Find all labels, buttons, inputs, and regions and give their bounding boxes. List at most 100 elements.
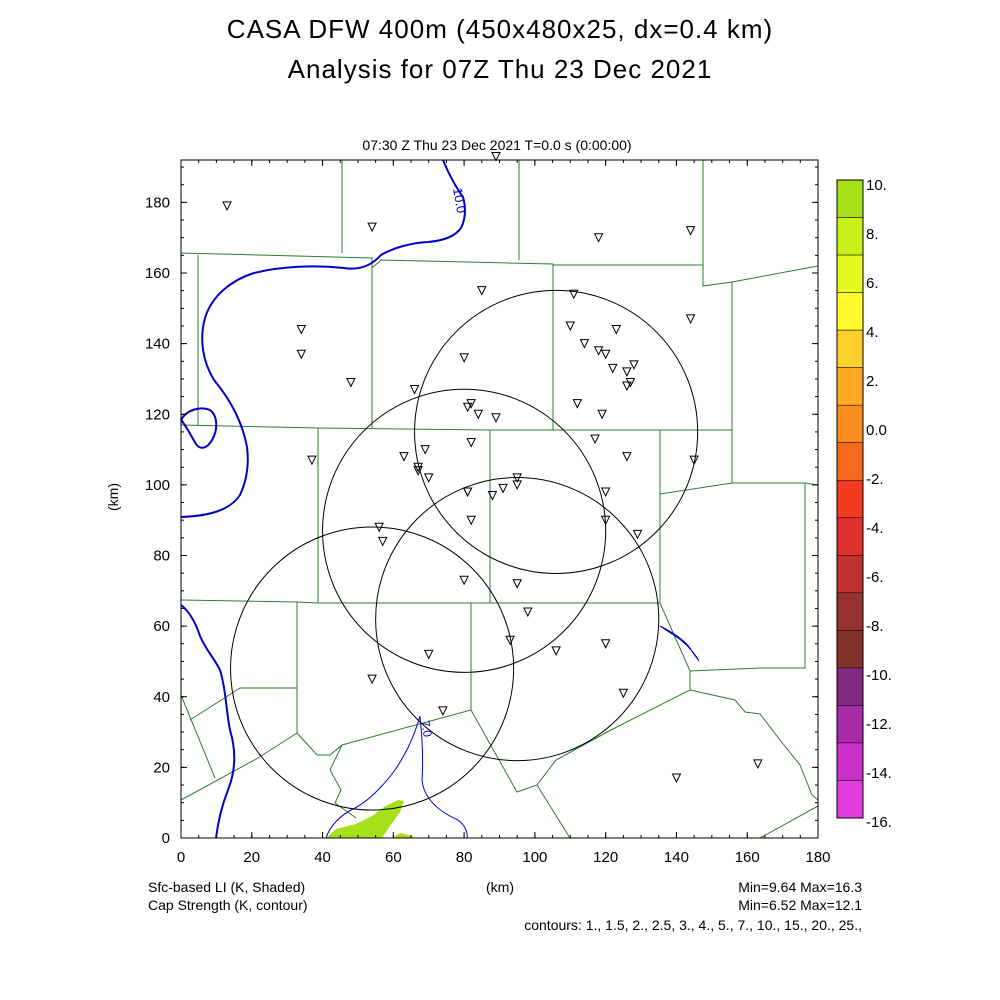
x-tick-label: 60: [385, 849, 402, 866]
radar-circle-3: [375, 477, 660, 762]
station-marker: [367, 222, 377, 233]
colorbar-label: 8.: [866, 226, 879, 243]
station-marker: [671, 773, 682, 784]
colorbar-label: -8.: [866, 618, 884, 635]
colorbar-label: 4.: [866, 324, 879, 341]
station-marker: [579, 339, 590, 349]
x-tick-label: 140: [664, 849, 689, 866]
colorbar-swatch: [836, 742, 864, 781]
map-subtitle: 07:30 Z Thu 23 Dec 2021 T=0.0 s (0:00:00…: [362, 137, 631, 153]
station-marker: [462, 487, 473, 498]
x-tick-label: 100: [522, 849, 547, 866]
station-marker: [409, 385, 420, 395]
y-tick-label: 60: [153, 618, 170, 635]
colorbar-swatch: [836, 367, 864, 406]
station-marker: [491, 413, 501, 423]
cap-contours: [180, 159, 700, 839]
station-marker: [622, 367, 632, 377]
station-marker: [572, 399, 583, 409]
county-boundaries: [180, 160, 819, 839]
y-tick-label: 0: [162, 830, 170, 847]
station-marker: [423, 649, 434, 660]
station-marker: [512, 480, 523, 490]
x-axis-label: (km): [486, 879, 514, 895]
contour-label-10: 10.0: [450, 187, 469, 215]
station-marker: [399, 452, 409, 462]
radar-circle-2: [322, 388, 607, 673]
colorbar-swatch: [836, 517, 864, 556]
y-tick-label: 100: [145, 477, 170, 494]
y-tick-label: 40: [153, 689, 170, 706]
colorbar-swatch: [836, 292, 864, 331]
station-marker: [600, 639, 611, 649]
colorbar-label: -12.: [866, 716, 892, 733]
colorbar-label: 10.: [866, 177, 887, 194]
colorbar-swatch: [836, 630, 864, 669]
station-marker: [618, 688, 629, 699]
station-marker: [462, 487, 473, 498]
station-marker: [632, 529, 643, 540]
x-axis: 0 20 40 60 80 100 120 140 160 180: [177, 160, 831, 866]
station-marker: [593, 233, 604, 243]
station-marker: [476, 286, 487, 296]
station-marker: [593, 346, 604, 356]
station-marker: [423, 473, 434, 483]
x-tick-label: 180: [805, 849, 830, 866]
station-marker: [374, 522, 384, 533]
colorbar-swatch: [836, 329, 864, 368]
station-marker: [462, 402, 473, 413]
colorbar-swatch: [836, 179, 864, 218]
y-tick-label: 160: [145, 265, 170, 282]
station-markers: [222, 151, 763, 784]
station-marker: [466, 438, 476, 448]
colorbar-label: -10.: [866, 667, 892, 684]
station-marker: [466, 515, 476, 526]
station-marker: [622, 452, 632, 462]
figure-title-line2: Analysis for 07Z Thu 23 Dec 2021: [287, 54, 713, 84]
station-marker: [512, 473, 523, 483]
station-marker: [296, 349, 307, 360]
colorbar-label: -14.: [866, 765, 892, 782]
colorbar-swatch: [836, 254, 864, 293]
y-axis: 0 20 40 60 80 100 120 140 160 180: [145, 166, 818, 847]
figure-title: CASA DFW 400m (450x480x25, dx=0.4 km): [226, 14, 774, 44]
x-tick-label: 80: [456, 849, 473, 866]
legend-shaded-field: Sfc-based LI (K, Shaded): [148, 879, 305, 895]
station-marker: [377, 536, 388, 547]
station-marker: [685, 226, 696, 236]
colorbar-label: -16.: [866, 814, 892, 831]
station-marker: [569, 289, 579, 300]
colorbar-label: 0.0: [866, 422, 887, 439]
colorbar-frame: [836, 179, 864, 819]
colorbar-swatch: [836, 555, 864, 594]
radar-circle-4: [230, 526, 515, 811]
station-marker: [296, 325, 307, 335]
station-marker: [307, 455, 317, 466]
shaded-min-max: Min=9.64 Max=16.3: [738, 879, 862, 895]
colorbar-swatch: [836, 404, 864, 443]
y-tick-label: 80: [153, 548, 170, 565]
legend-contour-field: Cap Strength (K, contour): [148, 897, 308, 913]
station-marker: [473, 409, 484, 420]
x-tick-label: 40: [314, 849, 331, 866]
station-marker: [600, 487, 611, 498]
station-marker: [523, 607, 533, 618]
station-marker: [551, 646, 561, 656]
colorbar-label: -2.: [866, 471, 884, 488]
station-marker: [459, 575, 469, 586]
station-marker: [600, 349, 611, 360]
y-tick-label: 180: [145, 194, 170, 211]
contour-levels: contours: 1., 1.5, 2., 2.5, 3., 4., 5., …: [524, 917, 862, 933]
x-tick-label: 20: [243, 849, 260, 866]
colorbar-label: 2.: [866, 373, 879, 390]
station-marker: [459, 353, 469, 363]
colorbar: 10. 8. 6. 4. 2. 0.0 -2. -4. -6. -8. -10. -12. -14. -1…: [836, 177, 892, 831]
station-marker: [685, 314, 696, 325]
y-tick-label: 120: [145, 406, 170, 423]
colorbar-swatch: [836, 667, 864, 706]
station-marker: [753, 759, 763, 769]
y-axis-label: (km): [105, 483, 121, 511]
station-marker: [498, 483, 508, 494]
station-marker: [629, 360, 639, 370]
colorbar-label: -4.: [866, 520, 884, 537]
